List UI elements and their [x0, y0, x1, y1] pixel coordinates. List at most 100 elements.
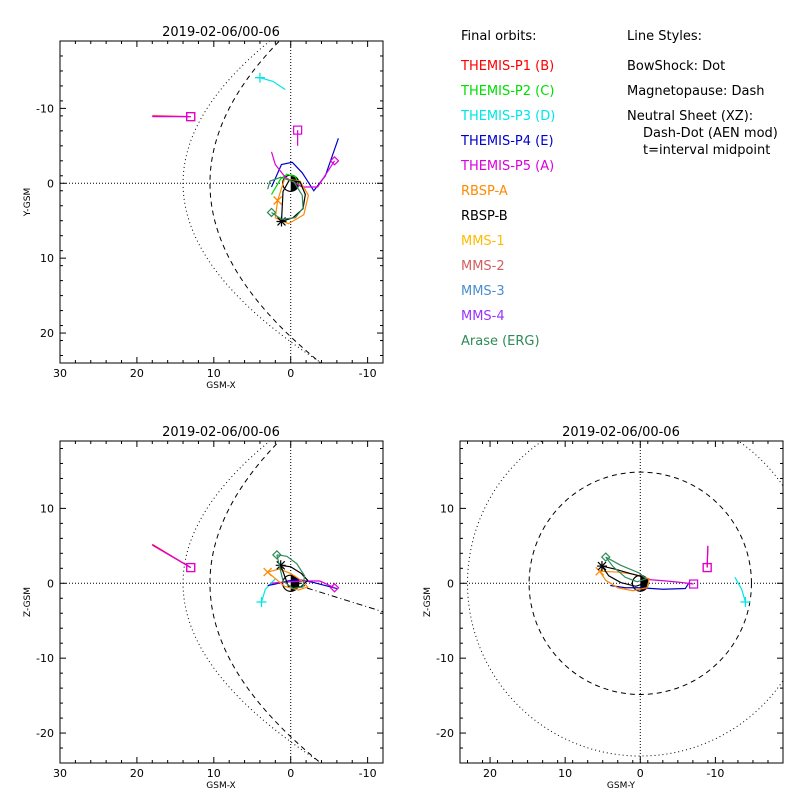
orbit-end-marker — [266, 207, 277, 218]
orbit-track — [734, 576, 747, 603]
x-tick-label: 10 — [207, 367, 221, 380]
magnetopause-curve — [209, 441, 322, 763]
orbit-track — [605, 556, 648, 583]
y-tick-label: 20 — [40, 327, 54, 340]
y-tick-label: 0 — [447, 577, 454, 590]
panel-xy-title: 2019-02-06/00-06 — [162, 25, 280, 40]
orbit-end-marker — [329, 155, 340, 166]
orbit-end-marker — [256, 597, 267, 607]
orbit-end-marker — [600, 552, 611, 562]
panel-xy-ylabel: Y-GSM — [23, 188, 33, 217]
orbit-end-marker — [740, 597, 751, 607]
orbit-end-marker — [263, 567, 273, 577]
line-style-note: Dash-Dot (AEN mod) — [643, 126, 778, 141]
bow-shock-curve — [182, 441, 323, 763]
legend-item: THEMIS-P4 (E) — [460, 134, 554, 149]
orbit-end-marker — [254, 72, 265, 83]
y-tick-label: -10 — [36, 102, 54, 115]
orbit-end-marker — [273, 196, 283, 205]
orbit-end-marker — [702, 562, 712, 573]
panel-xy-xlabel: GSM-X — [206, 381, 235, 391]
line-style-note: BowShock: Dot — [627, 59, 725, 74]
x-tick-label: -10 — [359, 767, 377, 780]
panel-yz-ylabel: Z-GSM — [423, 587, 433, 617]
x-tick-label: 20 — [130, 767, 144, 780]
line-style-note: Magnetopause: Dash — [627, 84, 764, 99]
y-tick-label: 0 — [47, 577, 54, 590]
x-tick-label: 10 — [558, 767, 572, 780]
orbit-track — [647, 578, 694, 585]
orbit-track — [151, 544, 192, 569]
orbit-track — [280, 564, 309, 588]
orbit-end-marker — [276, 216, 287, 227]
y-tick-label: 0 — [47, 177, 54, 190]
orbit-track — [610, 582, 690, 590]
panel-1-content: 30 20 10 0 -10 -20 -10 0 10 — [36, 441, 384, 780]
bow-shock-curve — [182, 41, 323, 363]
orbit-track — [599, 570, 651, 592]
y-tick-label: -20 — [36, 727, 54, 740]
x-tick-label: -10 — [706, 767, 724, 780]
panel-xz-ylabel: Z-GSM — [23, 587, 33, 617]
orbit-track — [267, 176, 304, 220]
orbit-end-marker — [272, 549, 282, 560]
panel-xy-frame — [59, 40, 384, 364]
legend-item: MMS-2 — [461, 259, 505, 274]
orbit-track — [706, 545, 709, 568]
legend-item: MMS-4 — [461, 309, 505, 324]
legend-item: THEMIS-P1 (B) — [460, 59, 554, 74]
orbit-track — [270, 173, 300, 195]
x-tick-label: 10 — [207, 767, 221, 780]
legend-item: THEMIS-P3 (D) — [460, 109, 555, 124]
orbit-track — [270, 138, 339, 192]
legend-item: RBSP-B — [461, 209, 508, 224]
x-tick-label: 30 — [53, 367, 67, 380]
orbit-track — [276, 554, 306, 590]
orbit-end-marker — [689, 579, 699, 589]
orbit-end-marker — [293, 125, 303, 135]
x-tick-label: 20 — [130, 367, 144, 380]
legend-item: THEMIS-P2 (C) — [460, 84, 554, 99]
x-tick-label: 0 — [637, 767, 644, 780]
panel-xz-title: 2019-02-06/00-06 — [162, 425, 280, 440]
panel-2-content: 20 10 0 -10 -20 -10 0 10 — [436, 441, 784, 780]
orbit-track — [271, 580, 335, 589]
orbit-end-marker — [186, 112, 196, 122]
magnetopause-curve — [209, 41, 322, 363]
panel-0-content: 30 20 10 0 -10 -10 0 10 20 — [36, 40, 384, 380]
x-tick-label: 20 — [483, 767, 497, 780]
orbit-end-marker — [275, 560, 286, 571]
x-tick-label: 30 — [53, 767, 67, 780]
neutral-sheet-curve — [283, 582, 383, 613]
orbit-track — [259, 77, 286, 91]
orbit-track — [270, 151, 336, 188]
y-tick-label: -10 — [436, 652, 454, 665]
y-tick-label: 10 — [440, 502, 454, 515]
orbit-track — [601, 565, 648, 587]
panel-xz-frame — [59, 440, 384, 764]
y-tick-label: -10 — [36, 652, 54, 665]
line-style-note: t=interval midpoint — [643, 143, 770, 158]
legend-item: MMS-3 — [461, 284, 505, 299]
legend-item: THEMIS-P5 (A) — [460, 159, 554, 174]
orbit-end-marker — [329, 582, 340, 593]
y-tick-label: 10 — [40, 252, 54, 265]
orbit-end-marker — [596, 561, 607, 572]
line-styles-title: Line Styles: — [627, 29, 702, 44]
x-tick-label: 0 — [287, 367, 294, 380]
x-tick-label: 0 — [287, 767, 294, 780]
panel-xz-xlabel: GSM-X — [206, 781, 235, 791]
legend-item: MMS-1 — [461, 234, 505, 249]
x-tick-label: -10 — [359, 367, 377, 380]
magnetopause-curve — [528, 471, 752, 695]
legend-item: RBSP-A — [461, 184, 508, 199]
orbit-end-marker — [186, 562, 196, 573]
panel-yz-title: 2019-02-06/00-06 — [562, 425, 680, 440]
orbit-track — [267, 578, 338, 590]
panel-yz-frame — [459, 440, 784, 764]
y-tick-label: 10 — [40, 502, 54, 515]
line-style-note: Neutral Sheet (XZ): — [627, 109, 753, 124]
orbit-track — [280, 179, 306, 223]
legend-title: Final orbits: — [461, 29, 537, 44]
